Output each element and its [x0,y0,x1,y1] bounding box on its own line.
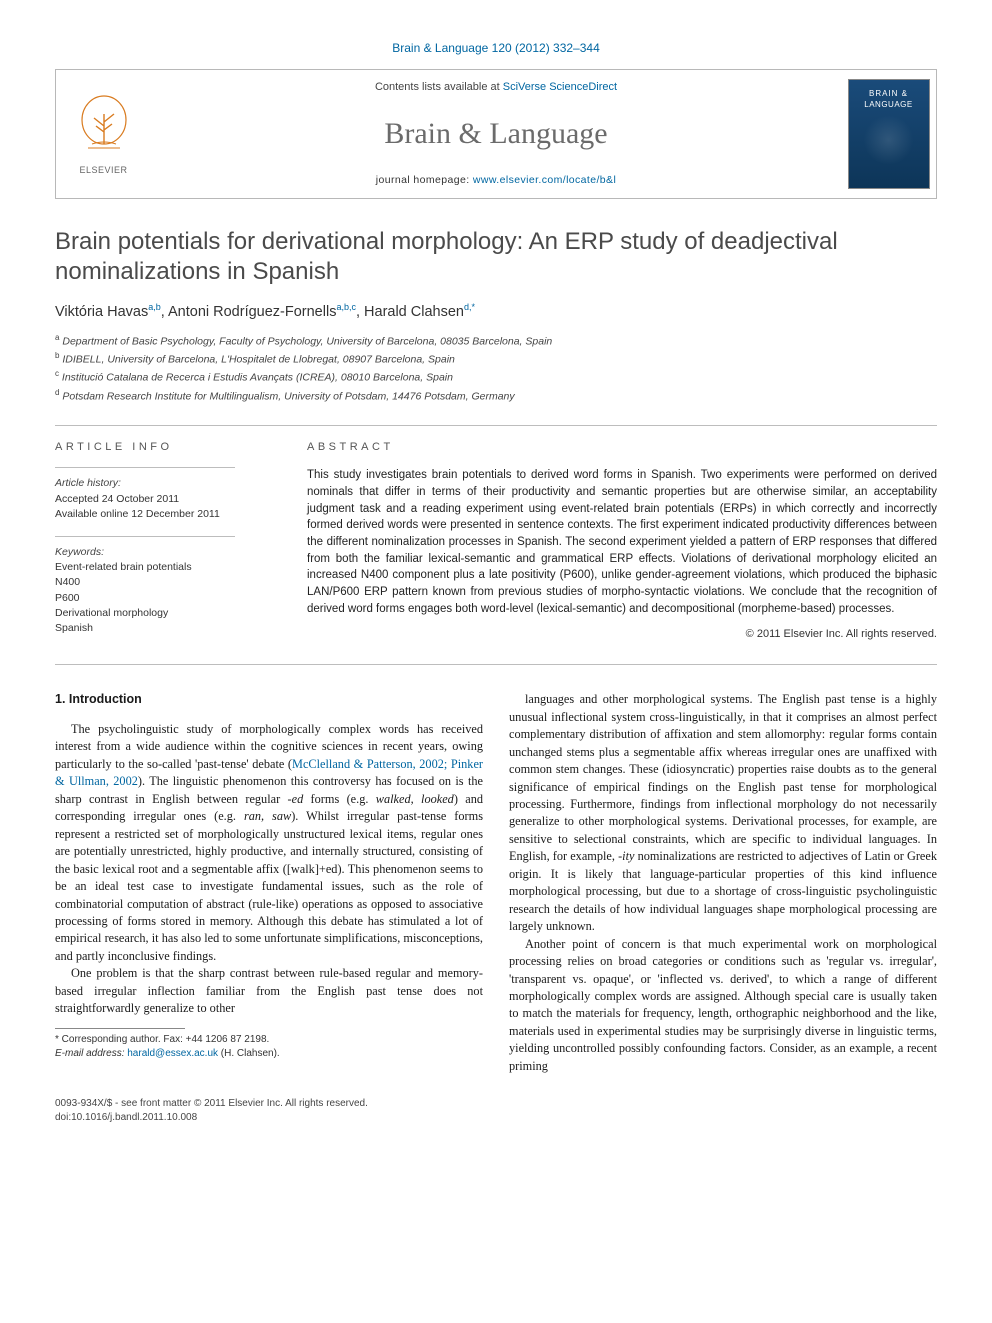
keyword-4: Derivational morphology [55,606,267,621]
p1-walked-ital: walked, looked [376,792,454,806]
page-footer: 0093-934X/$ - see front matter © 2011 El… [55,1097,937,1125]
publisher-name: ELSEVIER [79,164,127,177]
abstract-head: ABSTRACT [307,440,937,455]
contents-available-line: Contents lists available at SciVerse Sci… [375,80,617,95]
journal-reference: Brain & Language 120 (2012) 332–344 [55,40,937,57]
email-line: E-mail address: harald@essex.ac.uk (H. C… [55,1047,483,1061]
body-paragraph-3: languages and other morphological system… [509,691,937,935]
affiliation-c: c Institució Catalana de Recerca i Estud… [55,368,937,386]
author-2-marks: a,b,c [336,302,356,312]
abstract-column: ABSTRACT This study investigates brain p… [285,426,937,664]
cover-title-line2: LANGUAGE [864,99,912,110]
abstract-copyright: © 2011 Elsevier Inc. All rights reserved… [307,627,937,642]
article-info-head: ARTICLE INFO [55,440,267,455]
journal-header-box: ELSEVIER Contents lists available at Sci… [55,69,937,199]
article-info-column: ARTICLE INFO Article history: Accepted 2… [55,426,285,664]
p1-seg-d: forms (e.g. [303,792,376,806]
affiliation-a: a Department of Basic Psychology, Facult… [55,332,937,350]
aff-text-d: Potsdam Research Institute for Multiling… [62,390,514,402]
email-label: E-mail address: [55,1048,124,1059]
email-tail: (H. Clahsen). [221,1048,280,1059]
p1-seg-h: ). Whilst irregular past-tense forms rep… [55,809,483,963]
corresponding-author-line: * Corresponding author. Fax: +44 1206 87… [55,1033,483,1047]
aff-text-c: Institució Catalana de Recerca i Estudis… [62,372,453,384]
aff-mark-a: a [55,333,59,342]
affiliations: a Department of Basic Psychology, Facult… [55,332,937,405]
contents-prefix: Contents lists available at [375,81,503,93]
keyword-3: P600 [55,591,267,606]
front-matter-line: 0093-934X/$ - see front matter © 2011 El… [55,1097,937,1111]
author-3-marks: d,* [464,302,475,312]
article-title: Brain potentials for derivational morpho… [55,227,937,287]
publisher-logo: ELSEVIER [56,70,151,198]
p1-ed-ital: -ed [288,792,304,806]
history-accepted: Accepted 24 October 2011 [55,492,267,507]
email-link[interactable]: harald@essex.ac.uk [127,1048,218,1059]
info-rule-1 [55,467,235,468]
info-rule-2 [55,536,235,537]
aff-text-a: Department of Basic Psychology, Faculty … [62,335,552,347]
aff-text-b: IDIBELL, University of Barcelona, L'Hosp… [62,354,455,366]
keywords-label: Keywords: [55,545,267,560]
keyword-2: N400 [55,575,267,590]
keywords-block: Keywords: Event-related brain potentials… [55,545,267,636]
homepage-prefix: journal homepage: [376,174,473,186]
keyword-5: Spanish [55,621,267,636]
authors-line: Viktória Havasa,b, Antoni Rodríguez-Forn… [55,301,937,322]
keyword-1: Event-related brain potentials [55,560,267,575]
body-paragraph-2: One problem is that the sharp contrast b… [55,965,483,1017]
journal-homepage-link[interactable]: www.elsevier.com/locate/b&l [473,174,616,186]
author-2: Antoni Rodríguez-Fornells [168,304,336,320]
header-center: Contents lists available at SciVerse Sci… [151,70,841,198]
history-online: Available online 12 December 2011 [55,507,267,522]
aff-mark-d: d [55,388,59,397]
cover-graphic [861,116,916,176]
journal-cover-thumb: BRAIN & LANGUAGE [841,70,936,198]
elsevier-tree-icon [74,92,134,162]
body-paragraph-1: The psycholinguistic study of morphologi… [55,721,483,965]
section-1-heading: 1. Introduction [55,691,483,709]
author-1-marks: a,b [148,302,161,312]
info-abstract-row: ARTICLE INFO Article history: Accepted 2… [55,425,937,665]
body-columns: 1. Introduction The psycholinguistic stu… [55,691,937,1075]
aff-mark-b: b [55,351,59,360]
p3-seg-a: languages and other morphological system… [509,692,937,863]
author-1: Viktória Havas [55,304,148,320]
aff-mark-c: c [55,369,59,378]
p1-ran-ital: ran, saw [244,809,291,823]
journal-cover-image: BRAIN & LANGUAGE [848,79,930,189]
doi-line: doi:10.1016/j.bandl.2011.10.008 [55,1111,937,1125]
abstract-text: This study investigates brain potentials… [307,467,937,617]
journal-name: Brain & Language [384,113,607,155]
affiliation-b: b IDIBELL, University of Barcelona, L'Ho… [55,350,937,368]
journal-homepage-line: journal homepage: www.elsevier.com/locat… [376,173,616,188]
history-label: Article history: [55,476,267,491]
article-history-block: Article history: Accepted 24 October 201… [55,476,267,522]
cover-title-line1: BRAIN & [869,88,908,99]
sciencedirect-link[interactable]: SciVerse ScienceDirect [503,81,617,93]
body-paragraph-4: Another point of concern is that much ex… [509,936,937,1076]
affiliation-d: d Potsdam Research Institute for Multili… [55,387,937,405]
author-3: Harald Clahsen [364,304,464,320]
footnote-rule [55,1028,185,1029]
p3-ity-ital: -ity [618,849,634,863]
corresponding-footnote: * Corresponding author. Fax: +44 1206 87… [55,1028,483,1061]
